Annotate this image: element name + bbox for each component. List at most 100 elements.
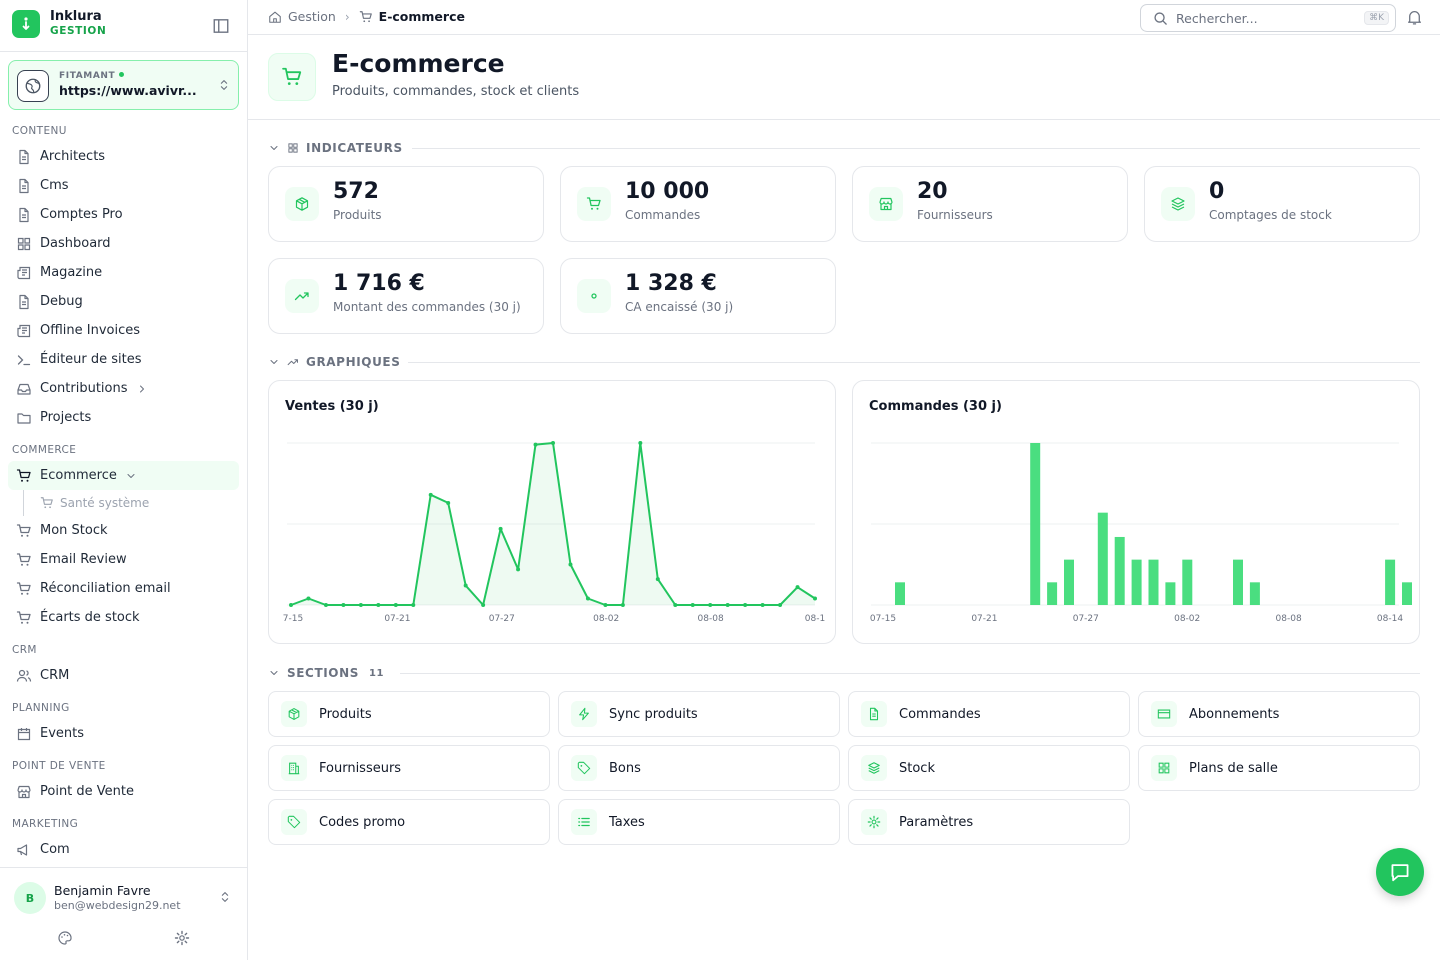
section-toggle-sections[interactable]: SECTIONS 11	[268, 664, 384, 682]
section-tile-plans-de-salle[interactable]: Plans de salle	[1138, 745, 1420, 791]
site-switcher[interactable]: FITAMANT https://www.avivr...	[8, 60, 239, 110]
section-toggle-indicateurs[interactable]: INDICATEURS	[268, 139, 403, 157]
user-menu-chevron-icon[interactable]	[218, 890, 232, 904]
sidebar-item-projects[interactable]: Projects	[0, 403, 239, 432]
section-tile-commandes[interactable]: Commandes	[848, 691, 1130, 737]
dot-icon	[577, 279, 611, 313]
sales-point	[743, 603, 748, 607]
section-tile-produits[interactable]: Produits	[268, 691, 550, 737]
sidebar-item-magazine[interactable]: Magazine	[0, 258, 239, 287]
sidebar-item-point-de-vente[interactable]: Point de Vente	[0, 777, 239, 806]
sidebar-item-debug[interactable]: Debug	[0, 287, 239, 316]
x-tick-label: 08-02	[1174, 614, 1200, 624]
section-tile-sync-produits[interactable]: Sync produits	[558, 691, 840, 737]
sidebar-item-cms[interactable]: Cms	[0, 171, 239, 200]
document-icon	[16, 178, 32, 194]
divider	[0, 867, 247, 868]
kpi-card-commandes[interactable]: 10 000 Commandes	[560, 166, 836, 242]
kpi-card-montant-commandes[interactable]: 1 716 € Montant des commandes (30 j)	[268, 258, 544, 334]
sidebar-item-ecarts-de-stock[interactable]: Écarts de stock	[0, 603, 239, 632]
orders-bar	[1047, 582, 1058, 605]
kpi-card-fournisseurs[interactable]: 20 Fournisseurs	[852, 166, 1128, 242]
section-tile-fournisseurs[interactable]: Fournisseurs	[268, 745, 550, 791]
avatar[interactable]: B	[14, 882, 46, 914]
sidebar-item-mon-stock[interactable]: Mon Stock	[0, 516, 239, 545]
x-tick-label: 08-02	[593, 614, 619, 624]
bell-icon[interactable]	[1406, 9, 1423, 26]
divider	[400, 673, 1420, 674]
kpi-card-comptages[interactable]: 0 Comptages de stock	[1144, 166, 1420, 242]
x-tick-label: 7-15	[283, 614, 303, 624]
palette-icon[interactable]	[57, 930, 73, 946]
site-url: https://www.avivr...	[59, 83, 197, 98]
site-status: FITAMANT	[59, 71, 125, 81]
sales-point	[428, 492, 433, 497]
orders-bar	[1182, 559, 1193, 605]
section-tile-parametres[interactable]: Paramètres	[848, 799, 1130, 845]
kpi-card-produits[interactable]: 572 Produits	[268, 166, 544, 242]
orders-bar	[1097, 512, 1108, 605]
credit-card-icon	[1151, 701, 1177, 727]
document-icon	[16, 207, 32, 223]
breadcrumb-root[interactable]: Gestion	[288, 9, 336, 24]
orders-bar	[895, 582, 905, 605]
sales-point	[690, 603, 695, 607]
kpi-value: 20	[917, 179, 948, 204]
sales-point	[795, 585, 800, 590]
sidebar-item-contributions[interactable]: Contributions	[0, 374, 239, 403]
section-tile-taxes[interactable]: Taxes	[558, 799, 840, 845]
brand[interactable]: Inklura GESTION	[12, 10, 106, 38]
gear-icon[interactable]	[174, 930, 190, 946]
sidebar-item-crm[interactable]: CRM	[0, 661, 239, 690]
nav-section-crm: CRM	[12, 644, 37, 656]
orders-bar-chart: 07-15 07-21 07-27 08-02 08-08 08-14	[870, 442, 1412, 624]
brand-logo-icon	[12, 10, 40, 38]
x-tick-label: 08-14	[1377, 614, 1403, 624]
sales-point	[813, 596, 817, 601]
user-email: ben@webdesign29.net	[54, 899, 181, 912]
orders-bar	[1249, 582, 1260, 605]
sidebar-item-email-review[interactable]: Email Review	[0, 545, 239, 574]
users-icon	[16, 668, 32, 684]
sidebar-item-offline-invoices[interactable]: Offline Invoices	[0, 316, 239, 345]
breadcrumb-separator-icon: ›	[344, 9, 350, 24]
cart-icon	[16, 468, 32, 484]
sales-point	[568, 562, 573, 567]
sidebar-item-architects[interactable]: Architects	[0, 142, 239, 171]
kpi-card-ca-encaisse[interactable]: 1 328 € CA encaissé (30 j)	[560, 258, 836, 334]
sidebar-item-reconciliation-email[interactable]: Réconciliation email	[0, 574, 239, 603]
orders-bar	[1114, 536, 1125, 605]
section-tile-codes-promo[interactable]: Codes promo	[268, 799, 550, 845]
sidebar-toggle-icon[interactable]	[212, 17, 230, 35]
section-tile-stock[interactable]: Stock	[848, 745, 1130, 791]
section-tile-abonnements[interactable]: Abonnements	[1138, 691, 1420, 737]
sales-point	[358, 603, 363, 607]
orders-bar	[1064, 559, 1074, 605]
sidebar-item-com[interactable]: Com	[0, 835, 239, 864]
sidebar-subitem-sante-systeme[interactable]: Santé système	[23, 490, 247, 516]
sales-point	[725, 603, 730, 607]
home-icon	[268, 10, 282, 24]
inbox-icon	[16, 381, 32, 397]
chart-title: Commandes (30 j)	[869, 399, 1002, 414]
tag-icon	[571, 755, 597, 781]
search-input[interactable]: Rechercher... ⌘K	[1140, 4, 1396, 32]
sales-point	[673, 603, 678, 607]
orders-bar	[1030, 443, 1041, 605]
sidebar-item-ecommerce[interactable]: Ecommerce	[8, 461, 239, 490]
chat-button[interactable]	[1376, 848, 1424, 896]
x-tick-label: 07-15	[870, 614, 896, 624]
chevron-down-icon	[268, 142, 280, 154]
x-tick-label: 08-1	[805, 614, 825, 624]
section-toggle-graphiques[interactable]: GRAPHIQUES	[268, 353, 400, 371]
sidebar-item-events[interactable]: Events	[0, 719, 239, 748]
section-tile-bons[interactable]: Bons	[558, 745, 840, 791]
sales-point	[411, 603, 416, 607]
nav-section-commerce: COMMERCE	[12, 444, 77, 456]
nav-section-marketing: MARKETING	[12, 818, 79, 830]
sidebar-item-editeur-de-sites[interactable]: Éditeur de sites	[0, 345, 239, 374]
sidebar-item-comptes-pro[interactable]: Comptes Pro	[0, 200, 239, 229]
sidebar-item-dashboard[interactable]: Dashboard	[0, 229, 239, 258]
terminal-icon	[16, 352, 32, 368]
orders-bar	[1165, 582, 1176, 605]
